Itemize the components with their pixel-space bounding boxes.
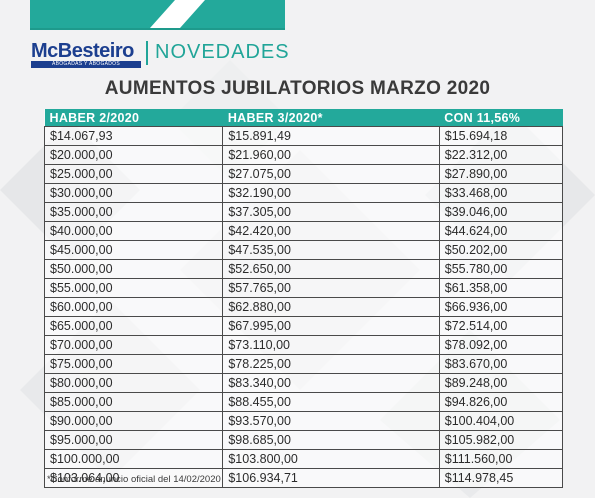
table-cell: $50.202,00: [438, 240, 564, 260]
table-cell: $27.890,00: [438, 164, 564, 184]
table-cell: $72.514,00: [438, 316, 564, 336]
table-cell: $57.765,00: [222, 278, 440, 298]
table-cell: $67.995,00: [222, 316, 440, 336]
table-cell: $35.000,00: [43, 202, 224, 222]
table-row: $103.064,00 $106.934,71 $114.978,45: [43, 468, 564, 488]
pension-table: HABER 2/2020 HABER 3/2020* CON 11,56% $1…: [43, 109, 564, 488]
section-label: NOVEDADES: [155, 41, 290, 63]
table-cell: $47.535,00: [222, 240, 440, 260]
table-row: $60.000,00 $62.880,00 $66.936,00: [43, 297, 564, 317]
table-cell: $94.826,00: [438, 392, 564, 412]
table-cell: $20.000,00: [43, 145, 224, 165]
table-cell: $78.225,00: [222, 354, 440, 374]
table-cell: $62.880,00: [222, 297, 440, 317]
table-cell: $50.000,00: [43, 259, 224, 279]
table-cell: $52.650,00: [222, 259, 440, 279]
table-cell: $93.570,00: [222, 411, 440, 431]
table-row: $75.000,00 $78.225,00 $83.670,00: [43, 354, 564, 374]
page-title: AUMENTOS JUBILATORIOS MARZO 2020: [104, 78, 491, 99]
table-row: $90.000,00 $93.570,00 $100.404,00: [43, 411, 564, 431]
table-cell: $44.624,00: [438, 221, 564, 241]
table-row: $20.000,00 $21.960,00 $22.312,00: [43, 145, 564, 165]
header-haber-mar: HABER 3/2020*: [222, 109, 440, 127]
table-cell: $106.934,71: [222, 468, 440, 488]
table-cell: $25.000,00: [43, 164, 224, 184]
table-cell: $98.685,00: [222, 430, 440, 450]
table-row: $40.000,00 $42.420,00 $44.624,00: [43, 221, 564, 241]
table-cell: $100.404,00: [438, 411, 564, 431]
table-row: $85.000,00 $88.455,00 $94.826,00: [43, 392, 564, 412]
brand-logo: McBesteiro ABOGADAS Y ABOGADOS: [31, 40, 149, 68]
table-cell: $75.000,00: [43, 354, 224, 374]
table-cell: $70.000,00: [43, 335, 224, 355]
table-cell: $15.891,49: [222, 126, 440, 146]
table-cell: $22.312,00: [438, 145, 564, 165]
table-row: $35.000,00 $37.305,00 $39.046,00: [43, 202, 564, 222]
table-cell: $111.560,00: [438, 449, 564, 469]
table-cell: $100.000,00: [43, 449, 224, 469]
table-cell: $78.092,00: [438, 335, 564, 355]
table-header-row: HABER 2/2020 HABER 3/2020* CON 11,56%: [44, 109, 563, 127]
table-cell: $61.358,00: [438, 278, 564, 298]
table-cell: $66.936,00: [438, 297, 564, 317]
header-con-porcentaje: CON 11,56%: [439, 109, 563, 127]
table-cell: $33.468,00: [438, 183, 564, 203]
table-cell: $40.000,00: [43, 221, 224, 241]
footnote: *Conforme anuncio oficial del 14/02/2020: [47, 474, 221, 485]
table-row: $100.000,00 $103.800,00 $111.560,00: [43, 449, 564, 469]
table-cell: $32.190,00: [222, 183, 440, 203]
table-cell: $103.064,00: [43, 468, 224, 488]
table-row: $14.067,93 $15.891,49 $15.694,18: [43, 126, 564, 146]
table-row: $45.000,00 $47.535,00 $50.202,00: [43, 240, 564, 260]
table-cell: $80.000,00: [43, 373, 224, 393]
table-cell: $55.000,00: [43, 278, 224, 298]
table-cell: $103.800,00: [222, 449, 440, 469]
table-cell: $45.000,00: [43, 240, 224, 260]
table-row: $55.000,00 $57.765,00 $61.358,00: [43, 278, 564, 298]
table-cell: $88.455,00: [222, 392, 440, 412]
table-cell: $85.000,00: [43, 392, 224, 412]
table-cell: $37.305,00: [222, 202, 440, 222]
header-band: [0, 0, 595, 30]
logo-subtitle: ABOGADAS Y ABOGADOS: [31, 61, 141, 68]
table-cell: $90.000,00: [43, 411, 224, 431]
table-row: $95.000,00 $98.685,00 $105.982,00: [43, 430, 564, 450]
table-row: $65.000,00 $67.995,00 $72.514,00: [43, 316, 564, 336]
table-cell: $73.110,00: [222, 335, 440, 355]
table-cell: $105.982,00: [438, 430, 564, 450]
table-cell: $95.000,00: [43, 430, 224, 450]
table-cell: $30.000,00: [43, 183, 224, 203]
header-haber-feb: HABER 2/2020: [44, 109, 223, 127]
table-cell: $114.978,45: [438, 468, 564, 488]
table-cell: $15.694,18: [438, 126, 564, 146]
table-cell: $27.075,00: [222, 164, 440, 184]
table-row: $30.000,00 $32.190,00 $33.468,00: [43, 183, 564, 203]
table-row: $80.000,00 $83.340,00 $89.248,00: [43, 373, 564, 393]
logo-divider: [146, 41, 148, 65]
table-cell: $14.067,93: [43, 126, 224, 146]
table-cell: $60.000,00: [43, 297, 224, 317]
table-cell: $89.248,00: [438, 373, 564, 393]
table-cell: $83.670,00: [438, 354, 564, 374]
table-cell: $55.780,00: [438, 259, 564, 279]
table-cell: $65.000,00: [43, 316, 224, 336]
logo-text: McBesteiro: [31, 40, 134, 62]
table-row: $50.000,00 $52.650,00 $55.780,00: [43, 259, 564, 279]
table-cell: $42.420,00: [222, 221, 440, 241]
table-cell: $21.960,00: [222, 145, 440, 165]
table-row: $25.000,00 $27.075,00 $27.890,00: [43, 164, 564, 184]
table-row: $70.000,00 $73.110,00 $78.092,00: [43, 335, 564, 355]
table-cell: $83.340,00: [222, 373, 440, 393]
table-cell: $39.046,00: [438, 202, 564, 222]
